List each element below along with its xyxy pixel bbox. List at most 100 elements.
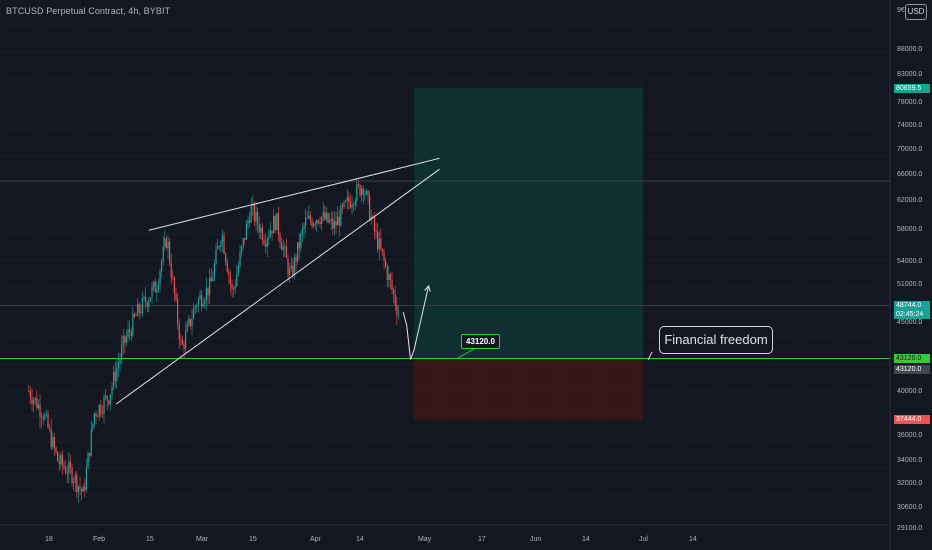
price-tick: 32000.0 — [897, 480, 923, 487]
candle-up — [156, 289, 158, 293]
currency-button[interactable]: USD — [905, 4, 927, 20]
candle-up — [193, 308, 195, 319]
candle-down — [249, 220, 251, 223]
callout-pointer — [457, 348, 475, 359]
candle-up — [117, 363, 120, 368]
projection-path[interactable] — [402, 285, 430, 360]
candle-down — [292, 265, 294, 276]
candle-down — [357, 184, 360, 185]
candle-up — [197, 298, 200, 306]
price-tick: 66000.0 — [897, 171, 923, 178]
candle-up — [199, 295, 201, 299]
price-tick: 29100.0 — [897, 525, 923, 532]
candle-up — [90, 429, 92, 456]
stop-zone[interactable] — [414, 358, 644, 420]
candle-down — [231, 283, 233, 290]
candle-up — [82, 486, 84, 492]
time-tick: 14 — [356, 536, 364, 543]
candle-down — [50, 428, 52, 448]
candle-down — [69, 461, 72, 468]
projection-arrowhead — [424, 284, 431, 292]
candle-down — [39, 404, 41, 417]
time-tick: 15 — [249, 536, 257, 543]
note-pointer — [647, 351, 653, 361]
candle-up — [215, 249, 217, 264]
candle-up — [159, 271, 161, 285]
candle-down — [338, 216, 340, 226]
candle-down — [285, 246, 288, 258]
price-tick: 88000.0 — [897, 46, 923, 53]
candle-down — [271, 230, 273, 234]
candle-up — [276, 213, 278, 230]
candle-up — [116, 367, 118, 382]
candle-down — [58, 461, 60, 465]
candle-down — [367, 190, 369, 196]
candle-up — [239, 252, 241, 266]
candle-up — [141, 297, 144, 314]
candle-down — [380, 238, 382, 249]
candle-up — [351, 204, 353, 208]
candle-up — [132, 314, 134, 336]
price-tick: 51000.0 — [897, 281, 923, 288]
candle-down — [138, 303, 140, 313]
candle-down — [386, 266, 388, 280]
candle-up — [161, 261, 163, 272]
candle-down — [189, 318, 192, 327]
candle-down — [309, 215, 312, 221]
candle-down — [372, 216, 374, 218]
candle-down — [146, 302, 148, 307]
candle-down — [133, 314, 136, 317]
candle-down — [228, 271, 230, 276]
candle-up — [191, 318, 193, 327]
candle-up — [151, 286, 153, 298]
time-tick: Apr — [310, 536, 321, 543]
candle-down — [225, 253, 227, 262]
target-price-tag: 80659.5 — [894, 84, 930, 93]
candle-down — [180, 339, 182, 341]
entry-callout-label[interactable]: 43120.0 — [461, 334, 500, 349]
candle-up — [204, 300, 206, 305]
candle-down — [124, 335, 126, 343]
candle-down — [66, 473, 68, 475]
candle-up — [365, 190, 368, 194]
candle-up — [300, 233, 302, 249]
candle-up — [236, 274, 238, 286]
candle-down — [385, 260, 387, 267]
candle-down — [114, 371, 116, 382]
candle-up — [213, 263, 216, 279]
candle-down — [381, 248, 384, 253]
candle-up — [185, 331, 187, 349]
candle-up — [137, 303, 139, 316]
candle-down — [348, 197, 350, 202]
candle-up — [282, 247, 284, 250]
candle-up — [77, 486, 80, 492]
candle-down — [335, 221, 337, 226]
candle-down — [63, 465, 65, 468]
candle-down — [359, 184, 361, 196]
price-tick: 62000.0 — [897, 197, 923, 204]
price-tick: 74000.0 — [897, 122, 923, 129]
candle-up — [330, 218, 332, 221]
candle-up — [354, 201, 356, 206]
target-zone[interactable] — [414, 87, 644, 359]
candle-down — [145, 296, 147, 303]
trendline — [148, 157, 440, 231]
candle-down — [377, 231, 379, 250]
candle-up — [87, 453, 89, 469]
candle-up — [105, 395, 107, 398]
candle-down — [89, 453, 91, 456]
candle-down — [317, 220, 320, 223]
candle-down — [332, 218, 334, 229]
candle-down — [207, 287, 209, 296]
financial-freedom-note[interactable]: Financial freedom — [659, 326, 773, 354]
candle-down — [314, 223, 316, 225]
candle-up — [153, 281, 155, 287]
bar-countdown: 02:45:24 — [894, 310, 930, 319]
candle-down — [71, 467, 73, 484]
candle-down — [140, 312, 142, 314]
price-tick: 36000.0 — [897, 432, 923, 439]
candle-up — [188, 318, 190, 325]
candle-down — [319, 222, 321, 224]
candle-down — [65, 467, 67, 474]
